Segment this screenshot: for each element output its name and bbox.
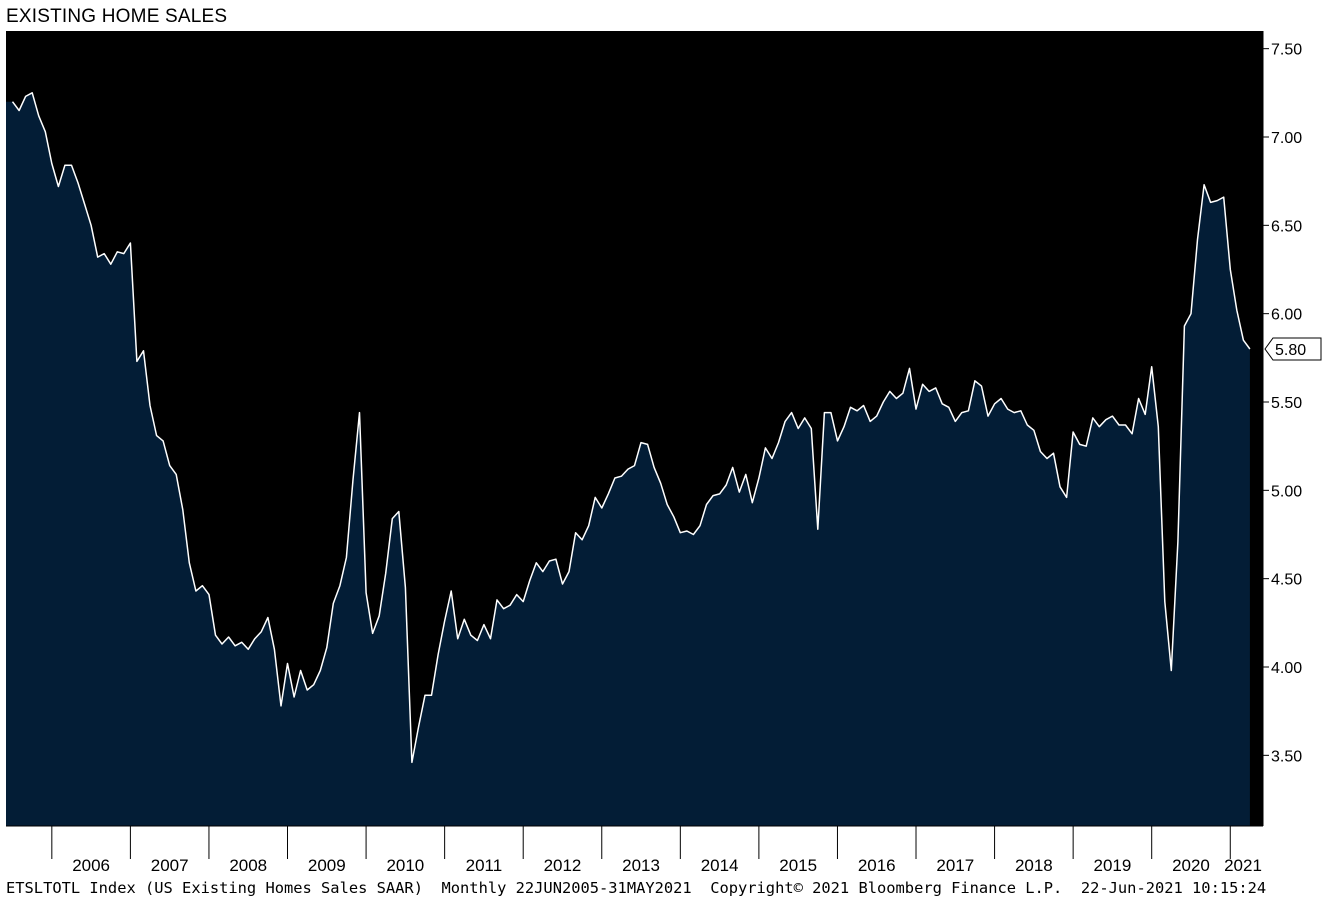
x-tick-label: 2015 xyxy=(779,856,817,875)
x-tick-label: 2017 xyxy=(936,856,974,875)
x-tick-label: 2020 xyxy=(1172,856,1210,875)
y-tick-label: 6.50 xyxy=(1271,218,1302,235)
x-tick-label: 2010 xyxy=(386,856,424,875)
x-tick-label: 2008 xyxy=(229,856,267,875)
x-tick-label: 2016 xyxy=(858,856,896,875)
x-tick-label: 2012 xyxy=(544,856,582,875)
y-tick-label: 5.00 xyxy=(1271,483,1302,500)
x-tick-label: 2019 xyxy=(1094,856,1132,875)
y-tick-label: 4.00 xyxy=(1271,660,1302,677)
y-tick-label: 7.50 xyxy=(1271,42,1302,59)
last-value-label: 5.80 xyxy=(1275,342,1306,359)
series-line xyxy=(11,92,1251,764)
x-tick-label: 2011 xyxy=(466,856,503,875)
y-tick-label: 5.50 xyxy=(1271,395,1302,412)
chart-footer: ETSLTOTL Index (US Existing Homes Sales … xyxy=(6,879,1267,897)
x-tick-label: 2014 xyxy=(701,856,739,875)
x-tick-label: 2006 xyxy=(72,856,110,875)
y-tick-label: 3.50 xyxy=(1271,748,1302,765)
y-tick-label: 7.00 xyxy=(1271,130,1302,147)
x-tick-label: 2009 xyxy=(308,856,346,875)
x-tick-label: 2018 xyxy=(1015,856,1053,875)
y-axis: 7.50 7.00 6.50 6.00 5.50 5.00 4.50 4.00 3.50 xyxy=(1262,31,1302,826)
series-area-fill xyxy=(6,92,1250,827)
y-tick-label: 6.00 xyxy=(1271,307,1302,324)
chart-title: EXISTING HOME SALES xyxy=(6,6,228,27)
last-value-marker: 5.80 xyxy=(1264,337,1322,361)
y-tick-label: 4.50 xyxy=(1271,572,1302,589)
x-tick-label: 2007 xyxy=(151,856,189,875)
x-tick-label: 2021 xyxy=(1224,856,1262,875)
x-tick-label: 2013 xyxy=(622,856,660,875)
x-axis: 2006 2007 2008 2009 2010 2011 2012 2013 2014 2015… xyxy=(6,825,1263,875)
last-value-badge xyxy=(1264,337,1322,361)
